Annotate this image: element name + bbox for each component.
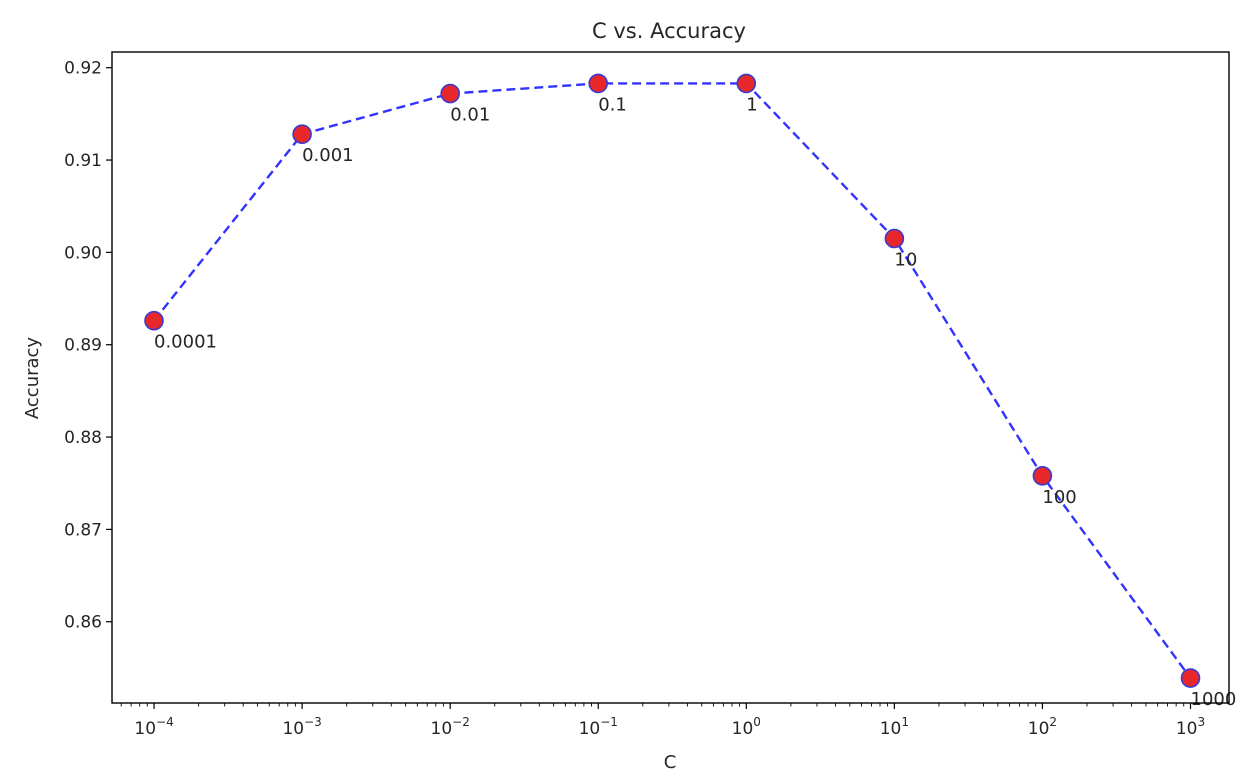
- point-label: 1000: [1191, 689, 1237, 710]
- y-tick-label: 0.87: [64, 520, 102, 540]
- y-tick-label: 0.90: [64, 243, 102, 263]
- point-label: 0.0001: [154, 332, 217, 353]
- x-tick-label: 100: [732, 715, 761, 739]
- x-tick-label: 101: [880, 715, 909, 739]
- data-point: [440, 83, 461, 104]
- x-axis: 10−4 10−3 10−2 10−1 100 101 102 103: [120, 703, 1205, 739]
- data-point: [884, 228, 905, 249]
- plot-frame: [111, 51, 1230, 704]
- plot-area: 0.0001 0.001 0.01 0.1 1 10 100 1000: [144, 73, 1237, 710]
- data-point: [292, 124, 312, 144]
- x-tick-label: 102: [1028, 715, 1057, 739]
- y-axis-title: Accuracy: [22, 337, 43, 420]
- x-axis-title: C: [664, 752, 677, 770]
- y-tick-label: 0.89: [64, 336, 102, 356]
- x-tick-label: 10−4: [134, 715, 173, 739]
- point-label: 0.1: [598, 94, 627, 115]
- y-tick-label: 0.86: [64, 613, 102, 633]
- x-tick-label: 10−2: [431, 715, 470, 739]
- series-line: [153, 82, 1192, 679]
- data-point: [1032, 465, 1053, 486]
- y-tick-label: 0.92: [64, 59, 102, 79]
- data-point: [736, 73, 757, 94]
- data-point: [588, 73, 609, 94]
- point-label: 100: [1042, 487, 1076, 508]
- y-axis: 0.86 0.87 0.88 0.89 0.90 0.91 0.92: [64, 59, 112, 633]
- point-label: 0.001: [302, 145, 354, 166]
- y-tick-label: 0.88: [64, 428, 102, 448]
- x-tick-label: 10−3: [282, 715, 321, 739]
- y-tick-label: 0.91: [64, 151, 102, 171]
- chart-title: C vs. Accuracy: [592, 19, 746, 43]
- data-point: [144, 310, 164, 331]
- point-label: 10: [894, 250, 917, 271]
- point-label: 0.01: [450, 105, 490, 126]
- x-tick-label: 10−1: [579, 715, 618, 739]
- data-point: [1180, 668, 1201, 688]
- x-tick-label: 103: [1176, 715, 1205, 739]
- point-label: 1: [746, 94, 757, 115]
